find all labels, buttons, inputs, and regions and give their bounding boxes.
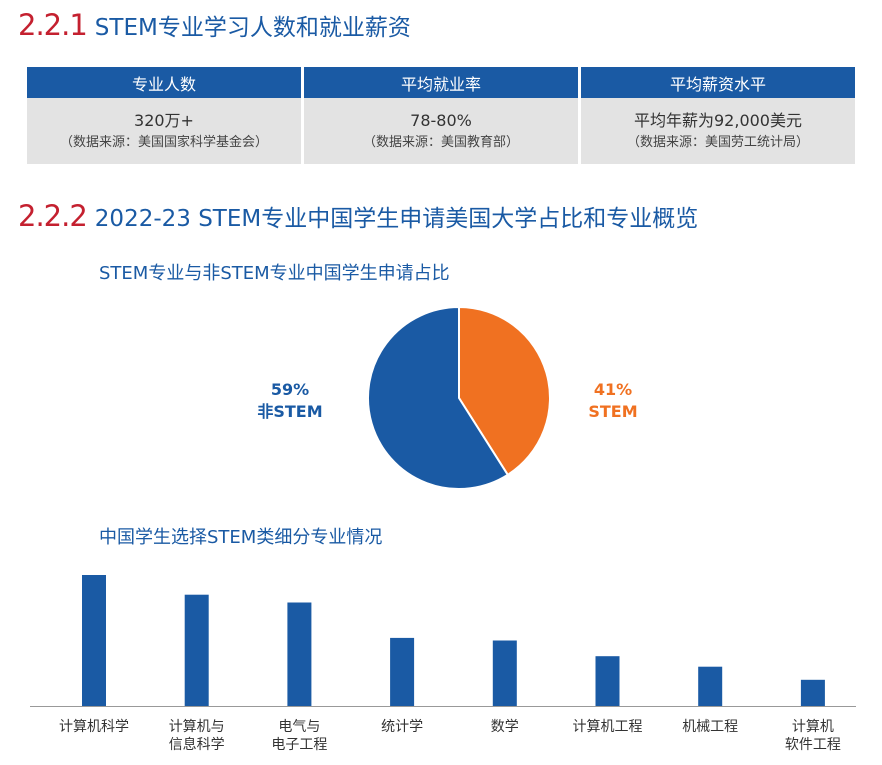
bar — [184, 594, 209, 706]
section-title: 2022-23 STEM专业中国学生申请美国大学占比和专业概览 — [94, 206, 699, 232]
table-header-students: 专业人数 — [27, 67, 301, 98]
pie-chart — [367, 305, 551, 490]
x-tick-label-line: 数学 — [490, 719, 519, 735]
table-header-salary: 平均薪资水平 — [581, 67, 855, 98]
x-tick-label: 计算机 软件工程 — [758, 718, 868, 754]
pie-name-non-stem: 非STEM — [257, 402, 323, 421]
bar — [595, 656, 620, 706]
x-tick-label-line: 电子工程 — [271, 737, 328, 753]
cell-value: 78-80% — [410, 111, 472, 130]
bar — [800, 679, 825, 706]
cell-source: （数据来源：美国国家科学基金会） — [59, 135, 268, 150]
section-title: STEM专业学习人数和就业薪资 — [94, 15, 411, 41]
x-tick-label: 统计学 — [347, 718, 457, 736]
x-tick-label-line: 计算机与 — [168, 719, 225, 735]
x-tick-label: 数学 — [450, 718, 560, 736]
cell-source: （数据来源：美国劳工统计局） — [626, 135, 809, 150]
x-tick-label: 电气与 电子工程 — [244, 718, 354, 754]
section-heading-2-2-1: 2.2.1 STEM专业学习人数和就业薪资 — [18, 8, 411, 42]
x-tick-label-line: 信息科学 — [168, 737, 225, 753]
section-heading-2-2-2: 2.2.2 2022-23 STEM专业中国学生申请美国大学占比和专业概览 — [18, 199, 698, 233]
pie-label-stem: 41% STEM — [575, 379, 651, 423]
x-tick-label-line: 计算机 — [791, 719, 834, 735]
x-tick-label-line: 软件工程 — [784, 737, 841, 753]
table-cell-students: 320万+ （数据来源：美国国家科学基金会） — [27, 98, 301, 164]
section-number: 2.2.1 — [18, 8, 88, 42]
bar — [492, 640, 517, 706]
x-tick-label: 机械工程 — [655, 718, 765, 736]
x-tick-label: 计算机工程 — [553, 718, 663, 736]
x-tick-label-line: 电气与 — [278, 719, 321, 735]
table-header-employment: 平均就业率 — [304, 67, 578, 98]
pie-percent-non-stem: 59% — [270, 380, 310, 399]
cell-value: 平均年薪为92,000美元 — [634, 111, 802, 130]
x-tick-label-line: 计算机科学 — [59, 719, 129, 735]
pie-label-non-stem: 59% 非STEM — [248, 379, 332, 423]
cell-value: 320万+ — [134, 111, 194, 130]
section-number: 2.2.2 — [18, 199, 88, 233]
table-cell-salary: 平均年薪为92,000美元 （数据来源：美国劳工统计局） — [581, 98, 855, 164]
pie-slice-non-stem — [367, 305, 510, 490]
pie-chart-title: STEM专业与非STEM专业中国学生申请占比 — [99, 263, 450, 284]
x-tick-label-line: 统计学 — [381, 719, 424, 735]
x-tick-label-line: 机械工程 — [682, 719, 739, 735]
bar — [287, 602, 312, 706]
pie-percent-stem: 41% — [593, 380, 633, 399]
x-tick-label: 计算机与 信息科学 — [142, 718, 252, 754]
bar — [390, 637, 415, 706]
pie-name-stem: STEM — [588, 402, 638, 421]
table-row: 320万+ （数据来源：美国国家科学基金会） 78-80% （数据来源：美国教育… — [27, 98, 855, 164]
bar-chart-title: 中国学生选择STEM类细分专业情况 — [99, 527, 383, 548]
bar — [698, 666, 723, 706]
table-cell-employment: 78-80% （数据来源：美国教育部） — [304, 98, 578, 164]
bar — [82, 575, 106, 706]
bar-chart — [30, 575, 856, 707]
stats-table: 专业人数 平均就业率 平均薪资水平 320万+ （数据来源：美国国家科学基金会）… — [24, 67, 858, 164]
x-tick-label-line: 计算机工程 — [572, 719, 643, 735]
cell-source: （数据来源：美国教育部） — [362, 135, 519, 150]
x-tick-label: 计算机科学 — [39, 718, 149, 736]
